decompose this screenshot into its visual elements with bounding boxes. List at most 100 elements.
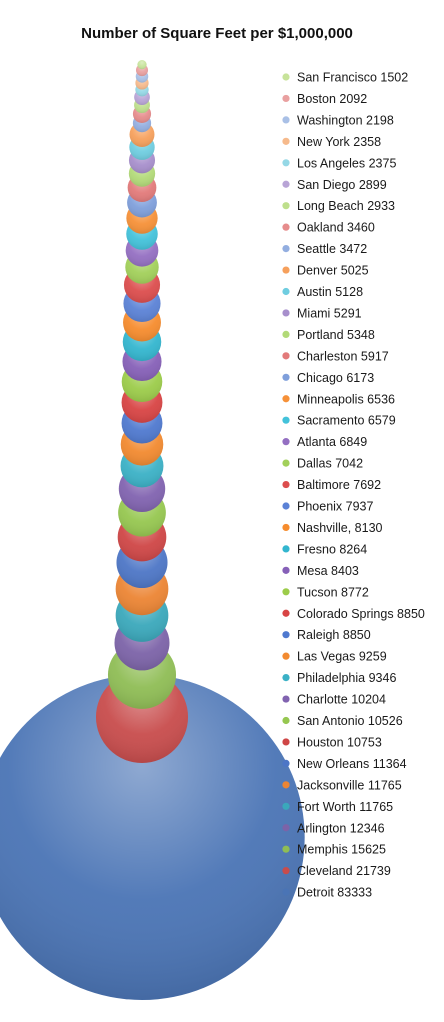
bubbles-layer bbox=[0, 60, 305, 1000]
legend-item-philadelphia: Philadelphia 9346 bbox=[282, 671, 396, 685]
legend-marker bbox=[282, 116, 290, 124]
legend-marker bbox=[282, 867, 290, 875]
legend-item-new-york: New York 2358 bbox=[282, 135, 381, 149]
legend-marker bbox=[282, 395, 290, 403]
legend: San Francisco 1502 Boston 2092 Washington … bbox=[282, 71, 425, 900]
legend-label: New Orleans 11364 bbox=[297, 757, 407, 771]
legend-item-detroit: Detroit 83333 bbox=[282, 886, 372, 900]
legend-item-washington: Washington 2198 bbox=[282, 113, 394, 127]
legend-marker bbox=[282, 674, 290, 682]
legend-item-seattle: Seattle 3472 bbox=[282, 242, 367, 256]
legend-marker bbox=[282, 631, 290, 639]
legend-marker bbox=[282, 845, 290, 853]
legend-marker bbox=[282, 416, 290, 424]
chart-title: Number of Square Feet per $1,000,000 bbox=[81, 25, 353, 42]
legend-label: Boston 2092 bbox=[297, 92, 367, 106]
legend-marker bbox=[282, 94, 290, 103]
legend-marker bbox=[282, 223, 290, 231]
legend-label: Fresno 8264 bbox=[297, 542, 367, 556]
legend-label: Denver 5025 bbox=[297, 264, 369, 278]
legend-item-jacksonville: Jacksonville 11765 bbox=[282, 778, 402, 792]
legend-item-phoenix: Phoenix 7937 bbox=[282, 500, 374, 514]
legend-marker bbox=[282, 438, 290, 446]
legend-item-boston: Boston 2092 bbox=[282, 92, 367, 106]
legend-marker bbox=[282, 137, 290, 145]
legend-item-houston: Houston 10753 bbox=[282, 735, 382, 749]
legend-label: New York 2358 bbox=[297, 135, 381, 149]
legend-label: Arlington 12346 bbox=[297, 821, 385, 835]
legend-label: Los Angeles 2375 bbox=[297, 156, 396, 170]
legend-marker bbox=[282, 180, 290, 188]
legend-marker bbox=[282, 566, 290, 574]
legend-label: Colorado Springs 8850 bbox=[297, 607, 425, 621]
legend-marker bbox=[282, 480, 290, 489]
legend-item-minneapolis: Minneapolis 6536 bbox=[282, 392, 395, 406]
legend-label: San Francisco 1502 bbox=[297, 71, 408, 85]
legend-label: Houston 10753 bbox=[297, 735, 382, 749]
legend-item-memphis: Memphis 15625 bbox=[282, 843, 386, 857]
legend-item-san-diego: San Diego 2899 bbox=[282, 178, 387, 192]
legend-label: Miami 5291 bbox=[297, 306, 362, 320]
legend-label: Philadelphia 9346 bbox=[297, 671, 396, 685]
legend-label: Seattle 3472 bbox=[297, 242, 367, 256]
legend-label: Memphis 15625 bbox=[297, 843, 386, 857]
legend-item-sacramento: Sacramento 6579 bbox=[282, 414, 396, 428]
legend-marker bbox=[282, 652, 290, 660]
legend-label: Long Beach 2933 bbox=[297, 199, 395, 213]
legend-label: Las Vegas 9259 bbox=[297, 650, 387, 664]
legend-item-san-francisco: San Francisco 1502 bbox=[282, 71, 408, 85]
legend-item-denver: Denver 5025 bbox=[282, 264, 369, 278]
legend-label: San Antonio 10526 bbox=[297, 714, 403, 728]
legend-item-charlotte: Charlotte 10204 bbox=[282, 693, 386, 707]
legend-label: Dallas 7042 bbox=[297, 457, 363, 471]
legend-label: Baltimore 7692 bbox=[297, 478, 381, 492]
legend-label: Washington 2198 bbox=[297, 113, 394, 127]
legend-marker bbox=[282, 202, 290, 210]
legend-item-oakland: Oakland 3460 bbox=[282, 221, 375, 235]
legend-label: Raleigh 8850 bbox=[297, 628, 371, 642]
legend-marker bbox=[282, 802, 290, 810]
legend-marker bbox=[282, 523, 290, 532]
legend-label: Tucson 8772 bbox=[297, 585, 369, 599]
legend-marker bbox=[282, 824, 290, 832]
legend-marker bbox=[282, 781, 290, 789]
legend-item-atlanta: Atlanta 6849 bbox=[282, 435, 367, 449]
legend-label: San Diego 2899 bbox=[297, 178, 387, 192]
legend-item-raleigh: Raleigh 8850 bbox=[282, 628, 371, 642]
legend-label: Detroit 83333 bbox=[297, 886, 372, 900]
legend-label: Charleston 5917 bbox=[297, 349, 389, 363]
legend-marker bbox=[282, 309, 290, 317]
legend-item-charleston: Charleston 5917 bbox=[282, 349, 389, 363]
legend-label: Sacramento 6579 bbox=[297, 414, 396, 428]
legend-item-colorado-springs: Colorado Springs 8850 bbox=[282, 607, 425, 621]
legend-label: Minneapolis 6536 bbox=[297, 392, 395, 406]
legend-marker bbox=[282, 352, 290, 360]
legend-item-los-angeles: Los Angeles 2375 bbox=[282, 156, 396, 170]
legend-label: Oakland 3460 bbox=[297, 221, 375, 235]
legend-label: Cleveland 21739 bbox=[297, 864, 391, 878]
legend-item-nashville: Nashville, 8130 bbox=[282, 521, 383, 535]
legend-item-fort-worth: Fort Worth 11765 bbox=[282, 800, 393, 814]
legend-item-long-beach: Long Beach 2933 bbox=[282, 199, 395, 213]
legend-marker bbox=[282, 373, 290, 381]
legend-label: Nashville, 8130 bbox=[297, 521, 383, 535]
legend-label: Portland 5348 bbox=[297, 328, 375, 342]
legend-marker bbox=[282, 159, 290, 167]
legend-item-dallas: Dallas 7042 bbox=[282, 457, 363, 471]
bubble-san-francisco bbox=[137, 60, 147, 70]
bubble-shading bbox=[0, 674, 305, 1000]
legend-marker bbox=[282, 245, 290, 253]
legend-marker bbox=[282, 609, 290, 617]
legend-item-fresno: Fresno 8264 bbox=[282, 542, 367, 556]
legend-marker bbox=[282, 287, 290, 296]
legend-item-las-vegas: Las Vegas 9259 bbox=[282, 650, 387, 664]
legend-marker bbox=[282, 716, 290, 725]
legend-marker bbox=[282, 266, 290, 274]
bubble-shading bbox=[137, 60, 147, 70]
legend-item-arlington: Arlington 12346 bbox=[282, 821, 385, 835]
legend-marker bbox=[282, 502, 290, 510]
legend-marker bbox=[282, 695, 290, 703]
legend-marker bbox=[282, 588, 290, 596]
bubble-detroit bbox=[0, 674, 305, 1000]
legend-item-san-antonio: San Antonio 10526 bbox=[282, 714, 403, 728]
